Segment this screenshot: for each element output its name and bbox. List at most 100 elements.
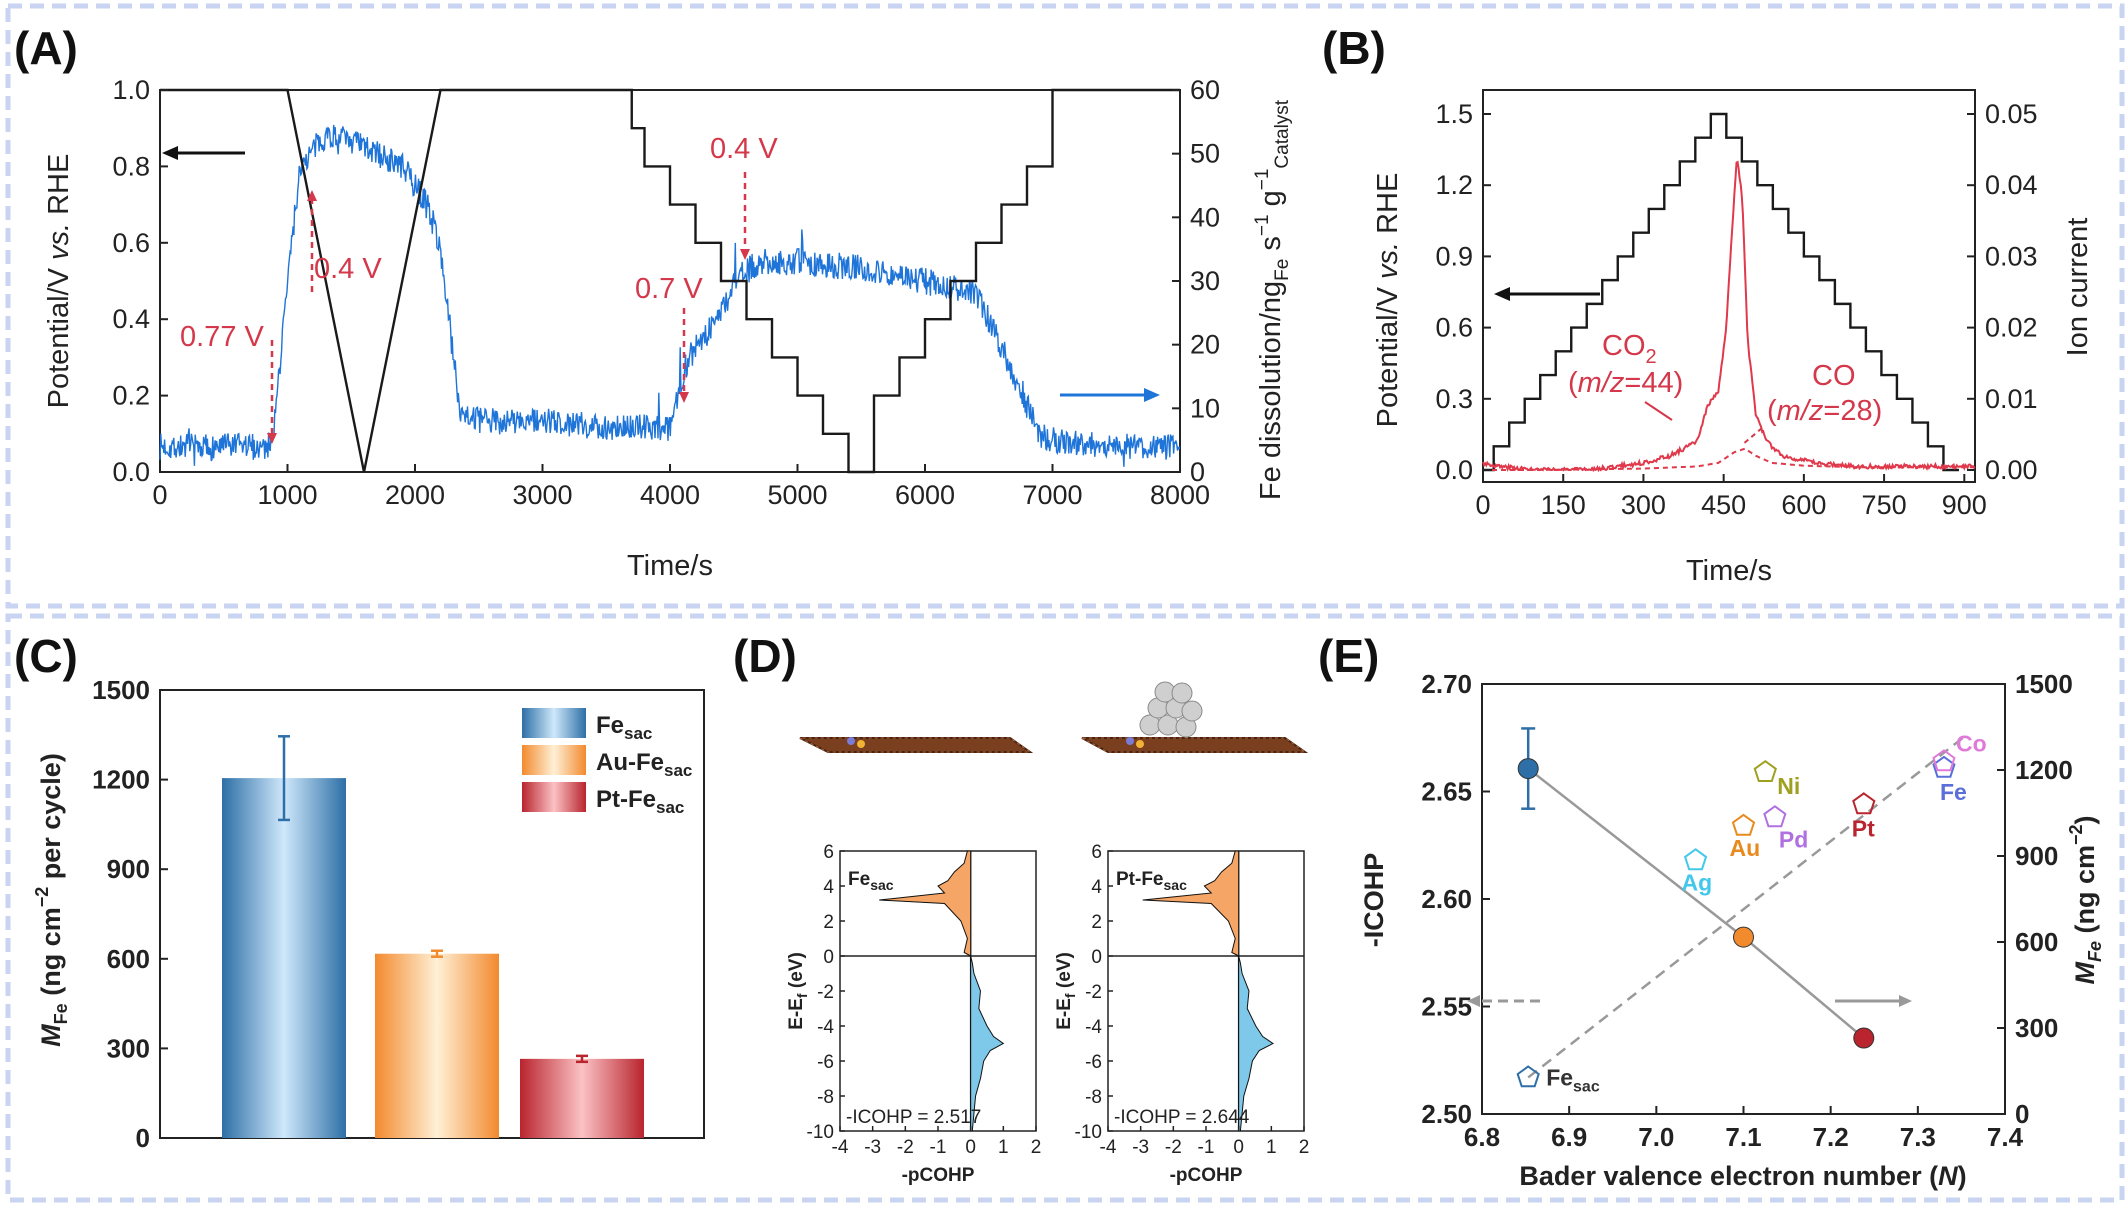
panel-c-label: (C) (14, 630, 78, 682)
panel-a-yl-tick-label: 0.0 (112, 457, 150, 487)
icohp-pentagon-marker (1731, 813, 1756, 836)
panel-e-x-ticks: 6.8 6.9 7.0 7.1 7.2 7.3 7.4 (1464, 1106, 2024, 1152)
panel-b-chart: 0 150 300 450 600 750 900 0.0 0.3 0.6 0.9 1.2 1.5 0… (1372, 89, 2094, 587)
bonding-states-area (1238, 955, 1274, 1132)
panel-e-label: (E) (1318, 630, 1379, 682)
pcohp-x-tick-label: -4 (832, 1137, 849, 1158)
panel-e-right-arrowhead (1899, 995, 1912, 1007)
panel-b-x-tick-label: 0 (1475, 490, 1490, 520)
panel-e-x-tick-label: 7.1 (1725, 1122, 1761, 1152)
panel-c-chart: 0 300 600 900 1200 1500 MFe (ng cm−2 per cycl… (32, 675, 705, 1153)
panel-a-y-right-ticks: 0 10 20 30 40 50 60 (1172, 75, 1220, 487)
panel-a-yl-tick-label: 0.2 (112, 381, 150, 411)
antibonding-states-area (1142, 850, 1240, 957)
pcohp-y-tick-label: -8 (817, 1087, 834, 1108)
pcohp-y-tick-label: -4 (1085, 1017, 1102, 1038)
panel-e-frame (1481, 683, 2006, 1115)
panel-b-curves (1482, 112, 1976, 473)
panel-e-x-tick-label: 7.4 (1987, 1122, 2024, 1152)
panel-a-x-tick-label: 5000 (767, 480, 827, 510)
panel-e-x-tick-label: 7.3 (1900, 1122, 1936, 1152)
panel-b-left-arrowhead (1494, 287, 1510, 301)
annotation-0-4v-a-arrowhead (307, 190, 317, 201)
pcohp-xlabel: -pCOHP (902, 1165, 975, 1186)
panel-a-yl-tick-label: 1.0 (112, 75, 150, 105)
icohp-annotation: -ICOHP = 2.517 (846, 1107, 981, 1128)
pcohp-x-tick-label: 2 (1031, 1137, 1042, 1158)
pcohp-xlabel: -pCOHP (1170, 1165, 1243, 1186)
panel-a-x-tick-label: 7000 (1022, 480, 1082, 510)
pcohp-y-tick-label: -2 (817, 982, 834, 1003)
panel-b-yl-tick-label: 0.0 (1435, 455, 1473, 485)
panel-b-x-tick-label: 900 (1942, 490, 1987, 520)
bar-fesac (222, 778, 346, 1138)
pcohp-y-tick-label: 2 (823, 912, 834, 933)
panel-b-yr-tick-label: 0.05 (1985, 99, 2038, 129)
panel-e-yl-tick-label: 2.50 (1421, 1099, 1472, 1129)
panel-a-yl-tick-label: 0.4 (112, 304, 150, 334)
icohp-pentagon-marker (1932, 749, 1956, 772)
icohp-pentagon-marker (1852, 792, 1876, 815)
panel-b-xlabel: Time/s (1686, 555, 1772, 587)
annotation-0-4v-a: 0.4 V (314, 253, 382, 285)
mfe-point (1733, 926, 1754, 948)
co2-ion-current-line (1482, 160, 1976, 473)
panel-d-label: (D) (733, 630, 797, 682)
panel-e-yr-tick-label: 300 (2015, 1013, 2058, 1043)
legend-swatch-fesac (522, 708, 586, 738)
panel-b-ylabel-left: Potential/V vs. RHE (1372, 173, 1404, 428)
annotation-co2-leader (1644, 401, 1673, 421)
panel-b-x-tick-label: 600 (1781, 490, 1826, 520)
mfe-point (1853, 1027, 1875, 1049)
pcohp-y-tick-label: 4 (823, 877, 834, 898)
panel-e-yl-tick-label: 2.55 (1421, 992, 1472, 1022)
legend-aufesac: Au-Fesac (596, 749, 692, 780)
pcohp-y-tick-label: -8 (1085, 1087, 1102, 1108)
icohp-pentagon-marker (1763, 805, 1787, 828)
fesac-structure-illustration (799, 737, 1034, 753)
mfe-trend-line (1527, 767, 1865, 1039)
legend-swatch-ptfesac (522, 782, 586, 812)
annotation-co2-mz: (m/z=44) (1568, 367, 1683, 399)
panel-e-ylabel-right: MFe (ng cm−2) (2066, 815, 2105, 984)
pcohp-y-tick-label: 6 (1091, 842, 1102, 863)
panel-a-x-tick-label: 2000 (385, 480, 445, 510)
panel-b-yr-tick-label: 0.03 (1985, 241, 2038, 271)
annotation-co-mz: (m/z=28) (1767, 395, 1882, 427)
legend-ptfesac: Pt-Fesac (596, 786, 684, 817)
element-label: Au (1730, 835, 1761, 861)
fe-dissolution-trace (159, 124, 1181, 467)
pcohp-plot-ptfesac: -4 -3 -2 -1 0 1 2-10-8-6-4-20246Pt-Fesac-ICOHP… (1054, 842, 1309, 1186)
panel-e-points: Fesac Ag Au Pd Ni Pt Fe Co (1516, 727, 1987, 1095)
panel-b-y-left-ticks: 0.0 0.3 0.6 0.9 1.2 1.5 (1435, 99, 1491, 485)
panel-e-yr-tick-label: 1500 (2015, 669, 2073, 699)
panel-e-x-tick-label: 7.2 (1813, 1122, 1849, 1152)
panel-a-yr-tick-label: 10 (1190, 393, 1220, 423)
panel-e-y-right-ticks: 0 300 600 900 1200 1500 (1997, 669, 2073, 1129)
panel-c-y-tick-label: 300 (107, 1033, 150, 1063)
element-label: Fesac (1546, 1064, 1600, 1095)
panel-a-left-arrowhead (162, 146, 178, 160)
pcohp-system-label: Fesac (848, 869, 894, 893)
annotation-co-leader (1741, 427, 1763, 446)
element-label: Ag (1682, 869, 1713, 895)
legend-swatch-aufesac (522, 745, 586, 775)
pcohp-y-tick-label: -10 (807, 1122, 834, 1143)
element-label: Co (1956, 730, 1987, 756)
mfe-point (1517, 758, 1539, 780)
pcohp-y-tick-label: -4 (817, 1017, 834, 1038)
potential-staircase-line (1483, 112, 1959, 472)
pcohp-y-tick-label: -6 (817, 1052, 834, 1073)
annotation-co2: CO2 (1602, 330, 1657, 368)
annotation-0-7v-arrowhead (679, 392, 689, 403)
panel-b-yl-tick-label: 1.2 (1435, 170, 1473, 200)
panel-e-yr-tick-label: 1200 (2015, 755, 2073, 785)
panel-e-y-left-ticks: 2.50 2.55 2.60 2.65 2.70 (1421, 669, 1490, 1129)
panel-a-yr-tick-label: 50 (1190, 139, 1220, 169)
panel-b-x-tick-label: 300 (1621, 490, 1666, 520)
annotation-0-4v-b-arrowhead (740, 249, 750, 260)
pcohp-x-tick-label: -2 (897, 1137, 914, 1158)
panel-a-yr-tick-label: 0 (1190, 457, 1205, 487)
panel-c-y-tick-label: 1500 (92, 675, 150, 705)
